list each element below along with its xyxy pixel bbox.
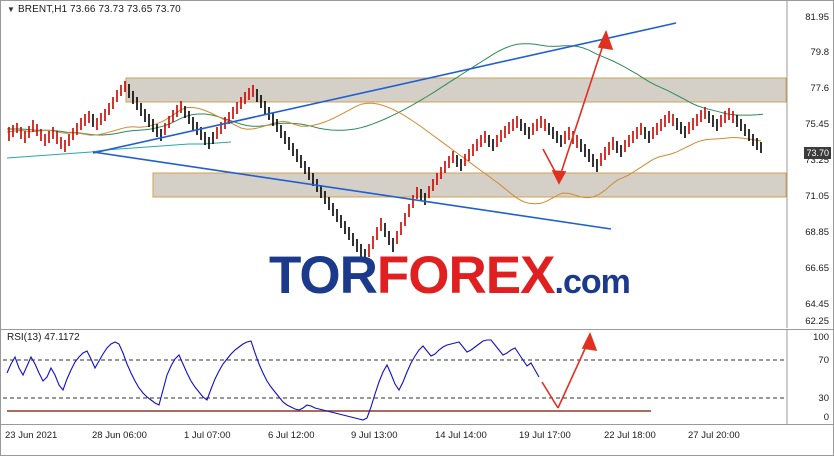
price-tick-4: 73.25 bbox=[805, 155, 829, 166]
price-tick-2: 77.6 bbox=[810, 83, 830, 94]
forecast-arrow-up bbox=[558, 29, 614, 180]
collapse-icon[interactable]: ▼ bbox=[7, 4, 16, 14]
rsi-line bbox=[6, 339, 540, 421]
x-tick-6: 19 Jul 17:00 bbox=[519, 430, 571, 441]
candlestick-series bbox=[8, 81, 762, 262]
x-tick-7: 22 Jul 18:00 bbox=[604, 430, 656, 441]
symbol-label: ▼ BRENT,H1 73.66 73.73 73.65 73.70 bbox=[7, 4, 181, 15]
price-tick-8: 64.45 bbox=[805, 299, 829, 310]
price-tick-1: 79.8 bbox=[810, 47, 830, 58]
price-tick-9: 62.25 bbox=[805, 316, 829, 327]
x-tick-3: 6 Jul 12:00 bbox=[268, 430, 315, 441]
lower-trendline bbox=[92, 151, 612, 230]
rsi-tick-0: 0 bbox=[823, 412, 829, 423]
rsi-indicator-label: RSI(13) 47.1172 bbox=[7, 332, 80, 343]
ma-teal-line bbox=[6, 141, 232, 159]
rsi-pane[interactable]: RSI(13) 47.1172 100 70 30 0 bbox=[1, 329, 833, 425]
rsi-chart-svg bbox=[3, 330, 788, 425]
support-zone bbox=[152, 172, 787, 198]
watermark-part-1: TOR bbox=[269, 246, 378, 305]
x-tick-5: 14 Jul 14:00 bbox=[435, 430, 487, 441]
price-tick-5: 71.05 bbox=[805, 191, 829, 202]
price-tick-6: 68.85 bbox=[805, 227, 829, 238]
price-tick-3: 75.45 bbox=[805, 119, 829, 130]
x-tick-8: 27 Jul 20:00 bbox=[688, 430, 740, 441]
price-tick-7: 66.65 bbox=[805, 263, 829, 274]
ma-slow-line bbox=[7, 43, 764, 136]
upper-trendline bbox=[92, 22, 677, 154]
price-pane[interactable]: ▼ BRENT,H1 73.66 73.73 73.65 73.70 TORFOR… bbox=[1, 1, 833, 328]
rsi-tick-30: 30 bbox=[818, 393, 829, 404]
x-tick-4: 9 Jul 13:00 bbox=[351, 430, 398, 441]
rsi-forecast-arrow bbox=[541, 332, 598, 409]
x-tick-1: 28 Jun 06:00 bbox=[92, 430, 147, 441]
rsi-tick-100: 100 bbox=[813, 332, 829, 343]
watermark-part-2: FOREX bbox=[376, 246, 556, 305]
watermark-part-3: .com bbox=[554, 263, 631, 301]
price-tick-0: 81.95 bbox=[805, 12, 829, 23]
rsi-tick-70: 70 bbox=[818, 355, 829, 366]
time-axis: 23 Jun 2021 28 Jun 06:00 1 Jul 07:00 6 J… bbox=[1, 424, 833, 455]
price-chart-svg bbox=[6, 1, 788, 328]
symbol-text: BRENT,H1 73.66 73.73 73.65 73.70 bbox=[18, 4, 181, 15]
x-tick-0: 23 Jun 2021 bbox=[5, 430, 58, 441]
x-tick-2: 1 Jul 07:00 bbox=[184, 430, 231, 441]
resistance-zone bbox=[125, 77, 787, 103]
ma-fast-line bbox=[6, 102, 762, 205]
watermark: TORFOREX.com bbox=[269, 245, 631, 306]
current-price-badge: 73.70 bbox=[804, 147, 831, 159]
